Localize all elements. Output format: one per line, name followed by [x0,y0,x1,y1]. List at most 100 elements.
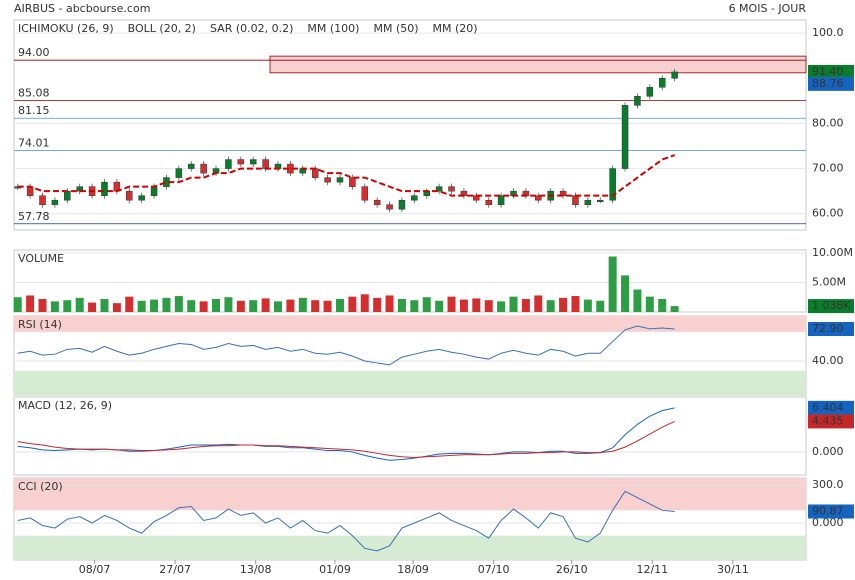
panel-frame [13,19,807,231]
legend-entry: SAR (0.02, 0.2) [210,22,293,35]
candle [237,159,245,165]
y-tick-label: 40.00 [812,354,844,367]
x-tick-label: 30/11 [717,563,749,576]
band [14,478,806,511]
indicator-line [17,325,675,366]
volume-bar [236,300,245,312]
candle [249,159,257,165]
band [14,370,806,395]
value-tag-label: 6.404 [812,401,844,414]
volume-bar [174,296,183,312]
volume-bar [125,296,134,312]
level-label: 85.08 [18,86,50,99]
candle [386,204,393,210]
volume-bar [187,300,196,312]
volume-bar [311,300,320,312]
level-label: 81.15 [18,104,50,117]
candle [634,96,641,106]
volume-bar [546,300,555,312]
volume-bar [50,301,59,312]
panel-frame [13,249,807,313]
volume-bar [298,297,307,312]
level-label: 74.01 [18,136,50,149]
volume-bar [112,303,121,312]
value-tag-label: 72.90 [812,322,844,335]
moving-average [17,154,675,197]
candle [64,190,71,201]
legend-entry: MM (20) [433,22,478,35]
value-tag [808,400,854,415]
volume-bar [521,299,530,312]
volume-bar [410,300,419,312]
value-tag [808,76,854,91]
candle [411,195,418,201]
candle [324,177,331,183]
volume-bar [621,275,630,312]
level-label: 57.78 [18,210,50,223]
volume-bar [435,300,444,312]
value-tag [808,504,854,519]
band [14,316,806,332]
site-title: AIRBUS - abcbourse.com [14,2,150,15]
volume-bar [534,295,543,312]
value-tag [808,322,854,337]
volume-bar [13,297,22,312]
candle [336,177,344,183]
x-tick-label: 26/10 [556,563,588,576]
volume-bar [484,300,493,312]
band [14,535,806,560]
legend-entry: BOLL (20, 2) [128,22,196,35]
value-tag-label: 88.76 [812,77,844,90]
candle [200,163,207,174]
panel-title: VOLUME [18,252,64,265]
candle [398,199,406,210]
candle [671,71,678,79]
volume-bar [509,296,518,312]
candle [597,199,604,202]
volume-bar [38,299,47,312]
panel-title: CCI (20) [18,480,63,493]
volume-bar [658,299,667,312]
volume-bar [447,296,456,312]
legend-entry: MM (100) [307,22,359,35]
candle [187,163,195,169]
candle [51,199,59,205]
legend-entry: ICHIMOKU (26, 9) [18,22,114,35]
level-label: 94.00 [18,46,50,59]
y-tick-label: 80.00 [812,116,844,129]
value-tag-label: 4.435 [812,414,844,427]
x-tick-label: 01/09 [319,563,351,576]
volume-bar [162,297,171,312]
candle [535,195,542,201]
volume-bar [559,297,568,312]
period-label: 6 MOIS - JOUR [729,2,807,15]
volume-bar [88,302,97,312]
volume-bar [224,297,233,312]
candle [39,195,46,205]
candle [262,159,269,169]
volume-bar [286,299,295,312]
volume-bar [360,294,369,312]
y-tick-label: 0.000 [812,445,844,458]
volume-bar [100,299,109,312]
volume-bar [583,299,592,312]
candle [435,186,443,192]
x-tick-label: 12/11 [636,563,668,576]
volume-bar [373,297,382,312]
candle [646,87,654,97]
y-tick-label: 300.0 [812,478,844,491]
last-label: 1 038K [812,299,851,312]
y-tick-label: 70.00 [812,162,844,175]
candle [448,186,455,192]
volume-bar [459,299,468,312]
panel-frame [13,396,807,476]
candle [349,177,356,187]
candle [609,168,616,201]
candle [361,186,369,201]
volume-bar [645,296,654,312]
candle [76,186,83,192]
x-tick-label: 07/10 [478,563,510,576]
volume-bar [472,298,481,312]
volume-bar [26,295,35,312]
panel-title: MACD (12, 26, 9) [18,399,112,412]
